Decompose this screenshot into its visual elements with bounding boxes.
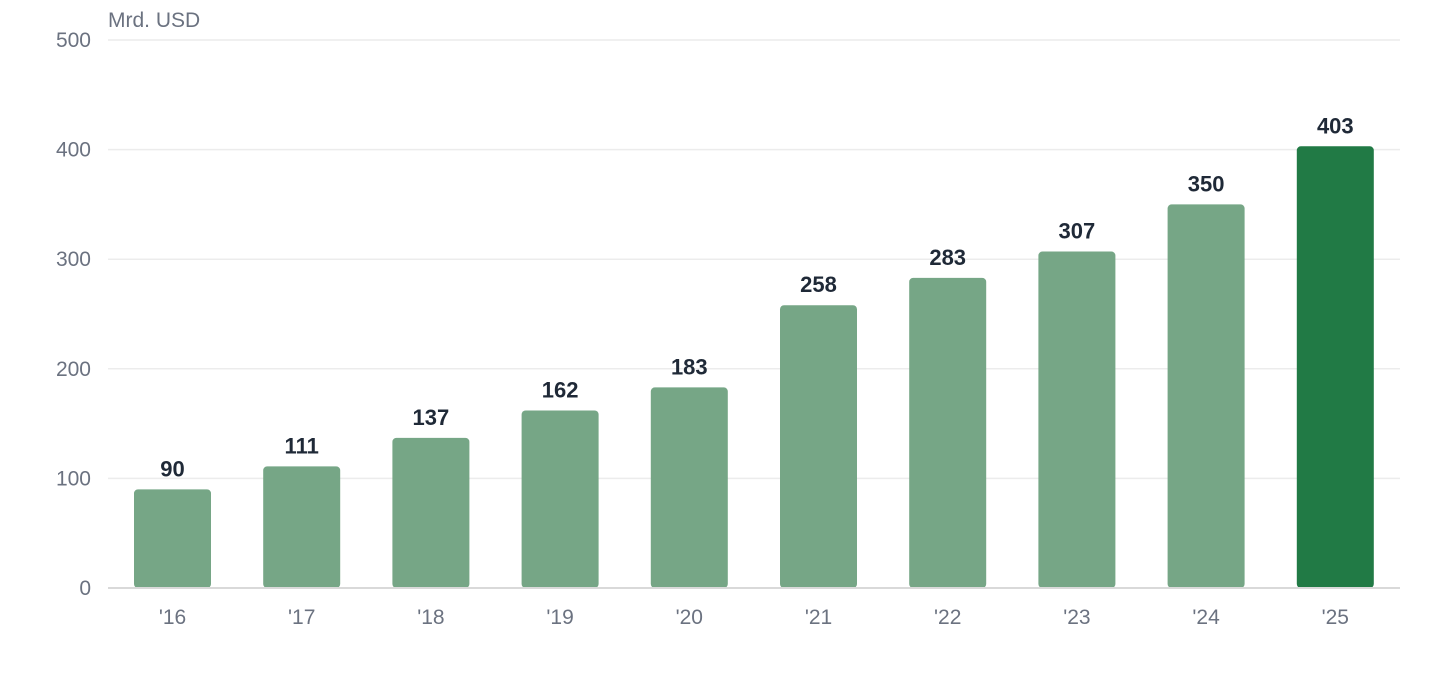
- data-label: 258: [800, 272, 837, 297]
- y-tick-label: 500: [56, 29, 91, 52]
- y-tick-label: 0: [79, 577, 91, 600]
- y-axis-unit-label: Mrd. USD: [108, 9, 200, 32]
- bar-25: [1296, 146, 1374, 588]
- data-label: 183: [671, 354, 708, 379]
- x-tick-label: '19: [546, 606, 573, 629]
- data-label: 111: [285, 433, 319, 458]
- x-tick-label: '17: [288, 606, 315, 629]
- bar-21: [780, 305, 857, 588]
- x-tick-label: '21: [805, 606, 832, 629]
- x-axis-ticks: '16 '17 '18 '19 '20 '21 '22 '23 '24 '25: [159, 606, 1349, 629]
- bar-24: [1167, 204, 1245, 588]
- x-tick-label: '16: [159, 606, 186, 629]
- x-tick-label: '25: [1322, 606, 1349, 629]
- bar-23: [1038, 251, 1116, 588]
- bar-22: [909, 277, 987, 588]
- data-labels: 90 111 137 162 183 258 283 307 350 403: [160, 113, 1353, 481]
- x-tick-label: '23: [1063, 606, 1090, 629]
- bar-17: [263, 466, 341, 588]
- data-label: 307: [1059, 219, 1096, 244]
- bar-16: [134, 489, 211, 588]
- bars: [134, 146, 1374, 588]
- x-tick-label: '24: [1192, 606, 1220, 629]
- bar-19: [521, 410, 599, 588]
- data-label: 162: [542, 377, 579, 402]
- x-tick-label: '22: [934, 606, 961, 629]
- y-tick-label: 100: [56, 467, 91, 490]
- data-label: 403: [1317, 113, 1354, 138]
- y-tick-label: 400: [56, 139, 91, 162]
- data-label: 137: [413, 405, 450, 430]
- y-tick-label: 300: [56, 248, 91, 271]
- y-axis-ticks: 0 100 200 300 400 500: [56, 29, 91, 600]
- x-tick-label: '18: [417, 606, 444, 629]
- bar-18: [392, 437, 470, 588]
- data-label: 350: [1188, 171, 1225, 196]
- x-tick-label: '20: [676, 606, 703, 629]
- y-tick-label: 200: [56, 358, 91, 381]
- data-label: 90: [160, 456, 184, 481]
- bar-20: [650, 387, 728, 588]
- data-label: 283: [929, 245, 966, 270]
